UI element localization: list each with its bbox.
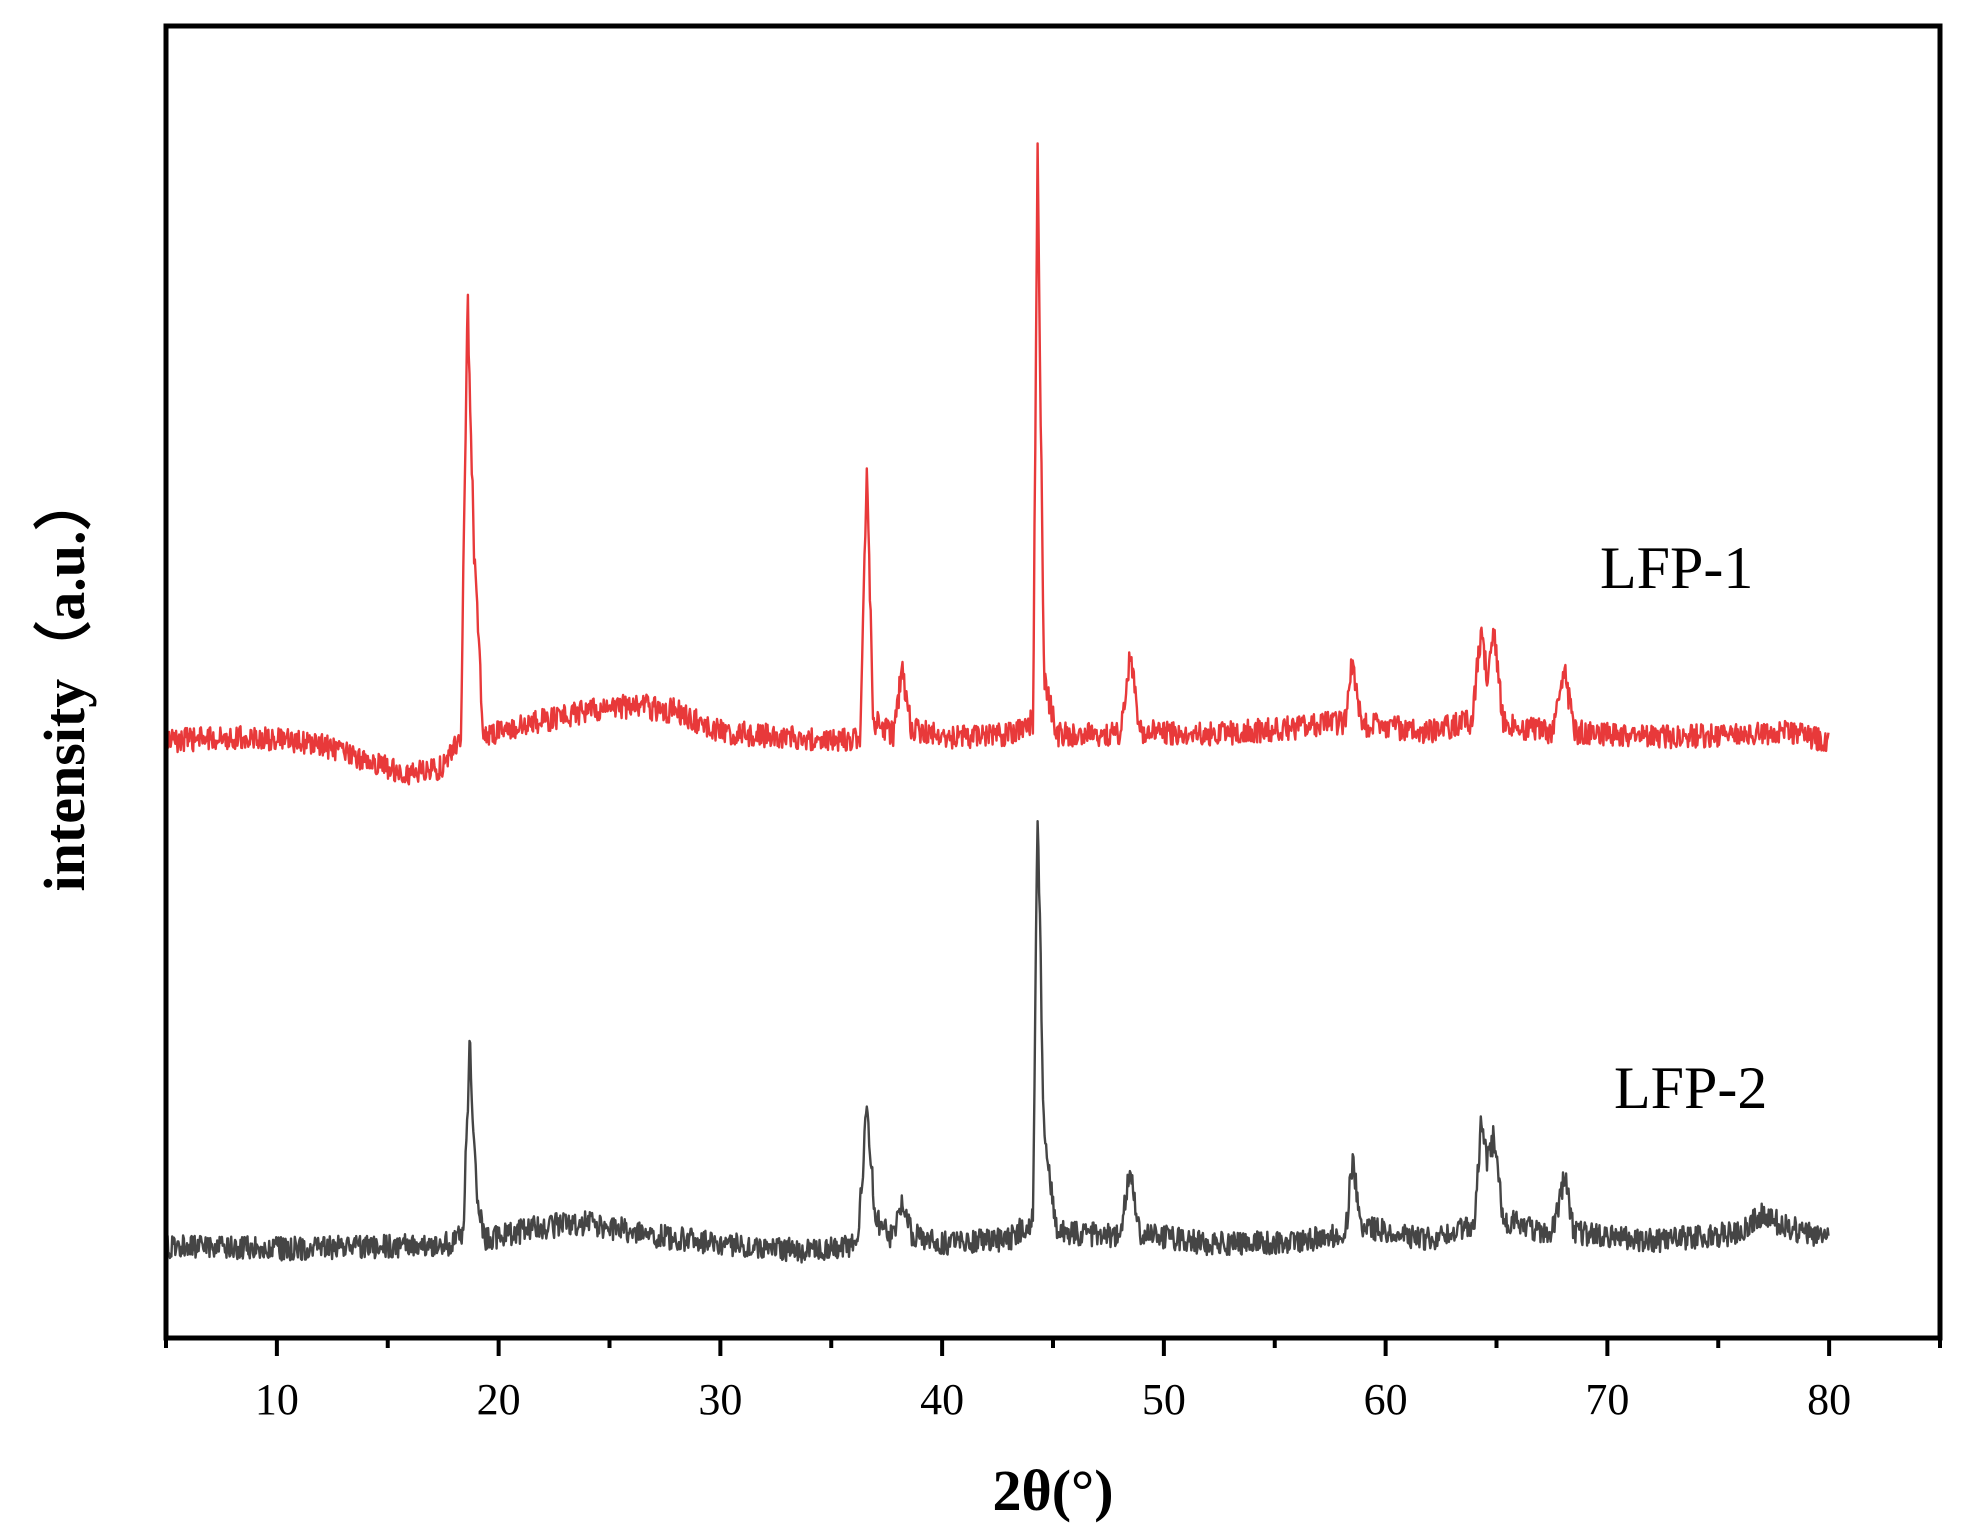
x-tick-label: 30 bbox=[698, 1375, 742, 1424]
y-axis-title: intensity（a.u.） bbox=[32, 473, 97, 892]
x-tick-label: 20 bbox=[477, 1375, 521, 1424]
x-tick-label: 10 bbox=[255, 1375, 299, 1424]
x-axis-tick-labels: 10 20 30 40 50 60 70 80 bbox=[255, 1375, 1851, 1424]
x-tick-label: 80 bbox=[1807, 1375, 1851, 1424]
series-line-lfp-2 bbox=[164, 820, 1830, 1264]
x-tick-label: 40 bbox=[920, 1375, 964, 1424]
series-layer bbox=[164, 142, 1830, 1264]
series-label-lfp-2: LFP-2 bbox=[1614, 1055, 1767, 1121]
x-tick-label: 50 bbox=[1142, 1375, 1186, 1424]
series-label-lfp-1: LFP-1 bbox=[1600, 535, 1753, 601]
series-line-lfp-1 bbox=[164, 142, 1830, 786]
x-axis-ticks bbox=[164, 1338, 1942, 1356]
x-tick-label: 70 bbox=[1585, 1375, 1629, 1424]
x-axis-title: 2θ(°) bbox=[992, 1458, 1113, 1523]
x-tick-label: 60 bbox=[1364, 1375, 1408, 1424]
